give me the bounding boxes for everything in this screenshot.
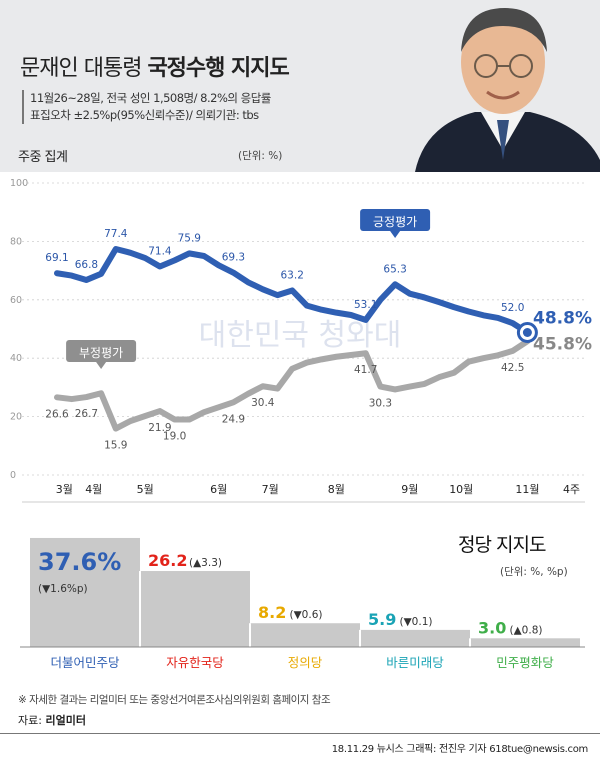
- positive-series-line: [54, 245, 531, 336]
- x-axis-month-label: 9월: [401, 483, 418, 496]
- party-change-label: (▼0.1): [400, 616, 433, 628]
- negative-data-label: 15.9: [104, 440, 127, 452]
- negative-callout-pointer: [96, 362, 107, 369]
- positive-data-label: 69.1: [45, 252, 68, 264]
- party-name-label: 민주평화당: [496, 655, 554, 670]
- positive-data-label: 65.3: [383, 263, 406, 275]
- title-part2: 국정수행 지지도: [147, 56, 289, 81]
- party-change-label: (▼0.6): [290, 609, 323, 621]
- y-tick-label: 100: [10, 178, 28, 189]
- positive-data-label: 52.0: [501, 302, 524, 314]
- graphic-credit: 18.11.29 뉴시스 그래픽: 전진우 기자 618tue@newsis.c…: [331, 744, 589, 755]
- positive-data-label: 53.1: [354, 299, 377, 311]
- bottom-divider: [0, 733, 600, 734]
- party-value-label: 3.0: [478, 618, 506, 637]
- party-value-label: 26.2: [148, 551, 187, 570]
- source-prefix: 자료:: [18, 714, 42, 727]
- x-axis-month-label: 11월: [515, 483, 539, 496]
- survey-info-line2: 표집오차 ±2.5%p(95%신뢰수준)/ 의뢰기관: tbs: [30, 108, 259, 122]
- party-value-label: 8.2: [258, 603, 286, 622]
- survey-info: 11월26~28일, 전국 성인 1,508명/ 8.2%의 응답률 표집오차 …: [22, 90, 395, 124]
- source-line: 자료: 리얼미터: [18, 712, 86, 728]
- negative-data-label: 24.9: [222, 413, 245, 425]
- x-axis-month-label: 4주: [563, 483, 580, 496]
- y-tick-label: 60: [10, 295, 22, 306]
- y-tick-label: 20: [10, 412, 22, 423]
- party-name-label: 정의당: [288, 655, 323, 670]
- negative-data-label: 26.7: [75, 408, 98, 420]
- party-value-label: 37.6%: [38, 548, 121, 576]
- negative-data-label: 41.7: [354, 364, 377, 376]
- negative-data-label: 21.9: [148, 422, 171, 434]
- approval-line-chart: 0 20 40 60 80 100 대한민국 청와대 69.1 66.8 77.4 71.4 75…: [10, 178, 592, 503]
- party-bar: [140, 571, 250, 647]
- x-axis-month-label: 4월: [85, 483, 102, 496]
- party-bar: [30, 537, 140, 647]
- party-name-label: 바른미래당: [386, 655, 444, 670]
- negative-data-label: 42.5: [501, 362, 524, 374]
- party-change-label: (▼1.6%p): [38, 583, 88, 595]
- y-tick-label: 0: [10, 470, 16, 481]
- party-name-label: 더불어민주당: [50, 655, 120, 670]
- survey-info-line1: 11월26~28일, 전국 성인 1,508명/ 8.2%의 응답률: [30, 91, 271, 105]
- x-axis-month-label: 7월: [262, 483, 279, 496]
- page-title: 문재인 대통령 국정수행 지지도: [20, 50, 290, 82]
- party-value-label: 5.9: [368, 610, 396, 629]
- title-part1: 문재인 대통령: [20, 56, 142, 81]
- party-bar: [470, 638, 580, 647]
- chart-data-labels: 69.1 66.8 77.4 71.4 75.9 69.3 63.2 53.1 65.3 52.0…: [45, 228, 592, 452]
- source-name: 리얼미터: [45, 714, 86, 727]
- positive-final-dot: [522, 328, 532, 338]
- party-bar: [360, 629, 470, 647]
- party-name-label: 자유한국당: [166, 655, 224, 670]
- positive-data-label: 66.8: [75, 259, 98, 271]
- positive-callout-box: [360, 209, 431, 231]
- negative-callout-label: 부정평가: [79, 346, 123, 360]
- x-axis-month-label: 8월: [328, 483, 345, 496]
- positive-data-label: 63.2: [281, 269, 304, 281]
- party-bar: [250, 623, 360, 647]
- y-tick-label: 80: [10, 236, 22, 247]
- positive-final-label: 48.8%: [533, 309, 592, 329]
- positive-callout-pointer: [390, 231, 401, 238]
- party-change-label: (▲0.8): [510, 624, 543, 636]
- president-portrait: [405, 0, 600, 172]
- y-tick-label: 40: [10, 353, 22, 364]
- positive-data-label: 75.9: [178, 232, 201, 244]
- chart-lines: [54, 245, 531, 432]
- x-axis-month-label: 5월: [137, 483, 154, 496]
- positive-callout-label: 긍정평가: [373, 215, 417, 229]
- x-axis-month-labels: 3월 4월 5월 6월 7월 8월 9월 10월 11월 4주: [22, 483, 585, 503]
- negative-callout-box: [66, 340, 137, 362]
- weekly-aggregate-label: 주중 집계: [18, 150, 68, 165]
- party-support-unit: (단위: %, %p): [500, 566, 568, 578]
- negative-data-label: 30.3: [369, 398, 392, 410]
- positive-data-label: 71.4: [148, 246, 172, 258]
- x-axis-month-label: 3월: [56, 483, 73, 496]
- y-axis-ticks: 0 20 40 60 80 100: [10, 178, 28, 481]
- positive-data-label: 69.3: [222, 252, 245, 264]
- party-change-label: (▲3.3): [189, 557, 222, 569]
- negative-final-label: 45.8%: [533, 334, 592, 354]
- unit-label: (단위: %): [238, 150, 283, 162]
- x-axis-month-label: 6월: [210, 483, 227, 496]
- x-axis-month-label: 10월: [449, 483, 473, 496]
- party-support-title: 정당 지지도: [458, 534, 546, 556]
- negative-data-label: 30.4: [251, 397, 275, 409]
- party-support-bar-chart: 37.6% (▼1.6%p) 더불어민주당 26.2 (▲3.3) 자유한국당 8.2 (▼0…: [20, 537, 585, 670]
- positive-data-label: 77.4: [104, 228, 128, 240]
- negative-data-label: 19.0: [163, 431, 186, 443]
- blue-house-watermark: 대한민국 청와대: [199, 318, 402, 353]
- negative-data-label: 26.6: [45, 408, 69, 420]
- negative-series-line: [54, 338, 531, 432]
- footnote: ※ 자세한 결과는 리얼미터 또는 중앙선거여론조사심의위원회 홈페이지 참조: [18, 694, 331, 706]
